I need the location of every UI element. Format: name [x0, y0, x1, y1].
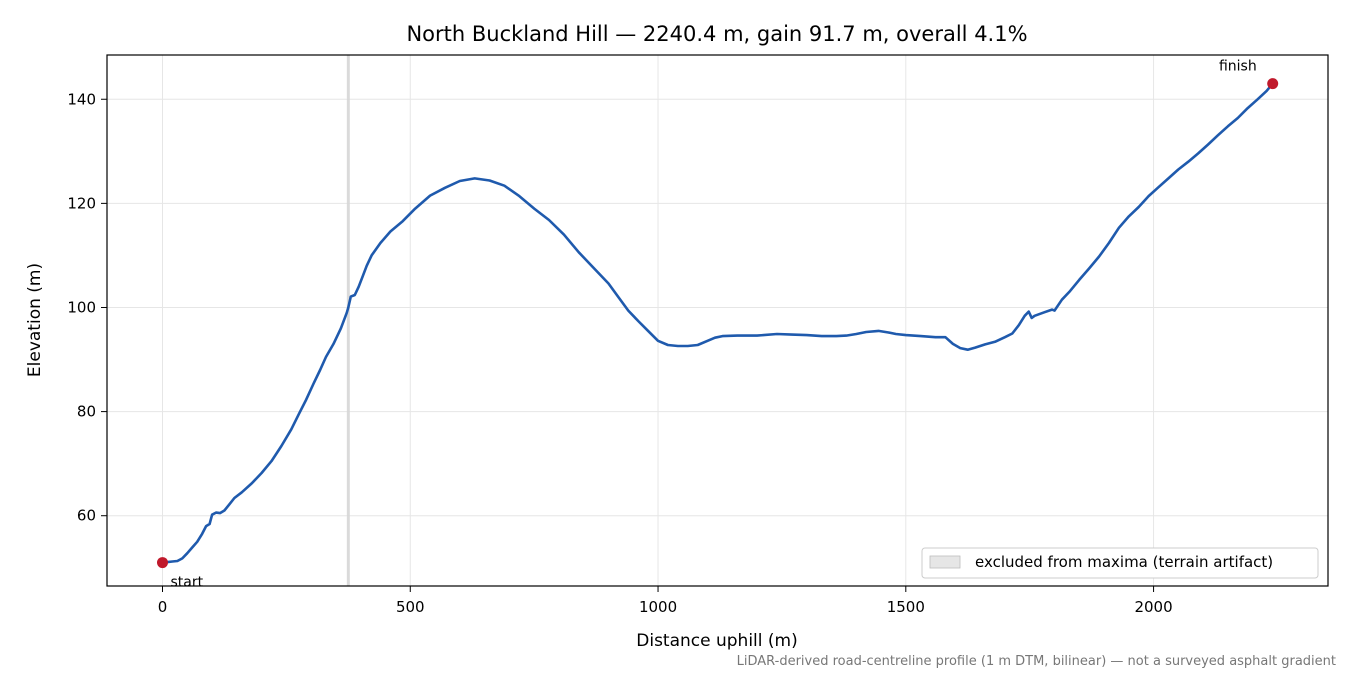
y-tick-label: 140	[67, 90, 96, 108]
x-tick-label: 1500	[887, 598, 925, 616]
line-layer	[161, 82, 1274, 564]
finish-marker	[1267, 78, 1279, 90]
x-axis-label: Distance uphill (m)	[636, 631, 797, 651]
grid-lines	[107, 55, 1328, 586]
plot-frame	[106, 54, 1329, 587]
elevation-profile-line	[161, 82, 1274, 564]
legend-label-excluded: excluded from maxima (terrain artifact)	[975, 553, 1273, 571]
axis-ticks: 0 500 1000 1500 2000 60 80 100 120 140	[67, 90, 1172, 616]
x-tick-label: 0	[158, 598, 168, 616]
y-tick-label: 60	[77, 507, 96, 525]
start-marker	[157, 557, 168, 569]
chart-title: North Buckland Hill — 2240.4 m, gain 91.…	[406, 22, 1027, 46]
y-tick-label: 120	[67, 194, 96, 212]
y-tick-label: 100	[67, 298, 96, 316]
legend: excluded from maxima (terrain artifact)	[921, 547, 1319, 579]
y-tick-label: 80	[77, 403, 96, 421]
x-tick-label: 2000	[1134, 598, 1172, 616]
excluded-band-layer	[346, 55, 350, 586]
excluded-band	[346, 55, 350, 586]
y-axis-label: Elevation (m)	[25, 263, 45, 377]
x-tick-label: 1000	[639, 598, 677, 616]
x-tick-label: 500	[396, 598, 425, 616]
start-annotation: start	[171, 575, 204, 591]
legend-box	[921, 547, 1319, 579]
legend-swatch-excluded	[929, 555, 961, 569]
endpoint-marker-layer: start finish	[157, 59, 1279, 591]
finish-annotation: finish	[1219, 59, 1257, 75]
footnote: LiDAR-derived road-centreline profile (1…	[737, 654, 1336, 669]
